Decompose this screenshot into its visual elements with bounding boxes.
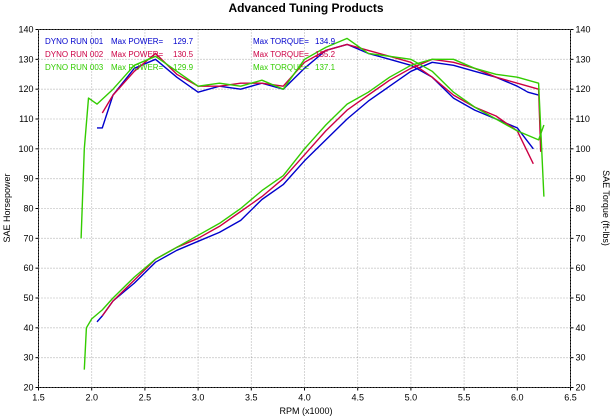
y-tick-label-right: 120 — [576, 84, 591, 94]
y-tick-label-right: 130 — [576, 54, 591, 64]
y-tick-label-left: 50 — [23, 293, 33, 303]
legend-torque-value: 135.2 — [315, 50, 336, 59]
torque-line-run-1 — [97, 43, 534, 150]
y-tick-label-right: 20 — [576, 383, 586, 393]
legend-power-label: Max POWER= — [111, 63, 164, 72]
y-tick-label-left: 40 — [23, 323, 33, 333]
x-axis-label: RPM (x1000) — [279, 406, 332, 416]
chart-title: Advanced Tuning Products — [228, 1, 383, 15]
x-tick-label: 3.5 — [245, 393, 258, 403]
legend-torque-label: Max TORQUE= — [253, 37, 309, 46]
y-tick-label-right: 30 — [576, 353, 586, 363]
horsepower-line-run-1 — [96, 61, 539, 323]
y-tick-label-right: 110 — [576, 114, 590, 124]
legend-power-label: Max POWER= — [111, 50, 164, 59]
y-tick-label-right: 100 — [576, 144, 591, 154]
horsepower-line-run-3 — [83, 58, 545, 370]
y-tick-label-left: 70 — [23, 233, 33, 243]
y-tick-label-left: 100 — [18, 144, 33, 154]
y-tick-label-left: 130 — [18, 54, 33, 64]
x-tick-label: 4.0 — [298, 393, 311, 403]
plot-frame — [38, 29, 571, 388]
legend-run-label: DYNO RUN 003 — [45, 63, 104, 72]
y-tick-label-right: 70 — [576, 233, 586, 243]
legend-torque-label: Max TORQUE= — [253, 50, 309, 59]
y-tick-label-left: 60 — [23, 263, 33, 273]
x-tick-label: 6.5 — [564, 393, 577, 403]
y-tick-label-left: 120 — [18, 84, 33, 94]
y-tick-label-left: 90 — [23, 174, 33, 184]
x-tick-label: 2.5 — [139, 393, 152, 403]
x-tick-label: 3.0 — [192, 393, 205, 403]
y-tick-label-left: 30 — [23, 353, 33, 363]
y-axis-left-ticks: 20 30 40 50 60 70 80 90 100 110 120 130 140 — [18, 25, 39, 393]
y-tick-label-left: 80 — [23, 204, 33, 214]
y-tick-label-left: 110 — [19, 114, 33, 124]
y-tick-label-right: 80 — [576, 204, 586, 214]
legend: DYNO RUN 001 Max POWER= 129.7 Max TORQUE= 13… — [45, 37, 336, 72]
legend-run-label: DYNO RUN 002 — [45, 50, 104, 59]
legend-torque-value: 137.1 — [315, 63, 336, 72]
x-tick-label: 5.0 — [405, 393, 418, 403]
legend-power-label: Max POWER= — [111, 37, 164, 46]
x-tick-label: 5.5 — [458, 393, 471, 403]
y-tick-label-right: 40 — [576, 323, 586, 333]
series-layer — [80, 37, 545, 370]
legend-power-value: 129.7 — [173, 37, 194, 46]
y-tick-label-left: 140 — [18, 25, 33, 35]
legend-power-value: 129.9 — [173, 63, 194, 72]
y-tick-label-right: 90 — [576, 174, 586, 184]
x-tick-label: 6.0 — [511, 393, 524, 403]
x-tick-label: 4.5 — [351, 393, 364, 403]
y-axis-left-label: SAE Horsepower — [2, 173, 12, 242]
y-tick-label-right: 140 — [576, 25, 591, 35]
torque-line-run-3 — [80, 37, 545, 239]
x-axis-ticks: 1.5 2.0 2.5 3.0 3.5 4.0 4.5 5.0 5.5 6.0 6.5 — [32, 387, 577, 403]
y-tick-label-left: 20 — [23, 383, 33, 393]
legend-power-value: 130.5 — [173, 50, 194, 59]
y-tick-label-right: 50 — [576, 293, 586, 303]
y-axis-right-ticks: 20 30 40 50 60 70 80 90 100 110 120 130 140 — [570, 25, 591, 393]
legend-torque-label: Max TORQUE= — [253, 63, 309, 72]
legend-run-label: DYNO RUN 001 — [45, 37, 104, 46]
y-axis-right-label: SAE Torque (ft-lbs) — [601, 170, 611, 246]
x-tick-label: 2.0 — [85, 393, 98, 403]
x-tick-label: 1.5 — [32, 393, 45, 403]
y-tick-label-right: 60 — [576, 263, 586, 273]
legend-torque-value: 134.9 — [315, 37, 336, 46]
